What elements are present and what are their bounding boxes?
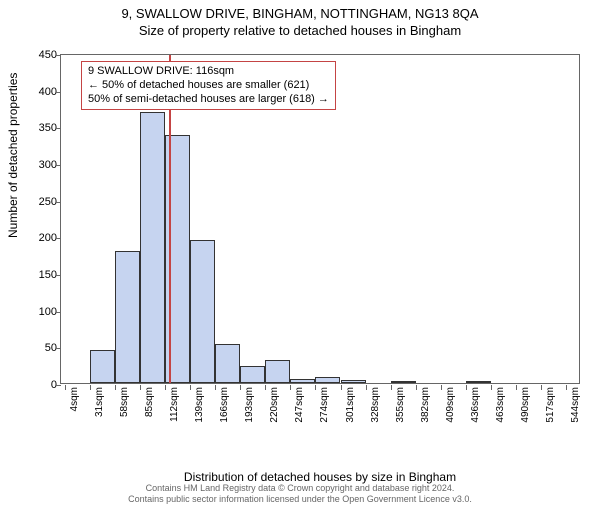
x-tick-mark [290, 385, 291, 390]
plot-region: 0501001502002503003504004504sqm31sqm58sq… [60, 54, 580, 384]
footer-line2: Contains public sector information licen… [0, 494, 600, 504]
y-tick-mark [56, 275, 61, 276]
histogram-bar [341, 380, 366, 383]
x-tick-mark [140, 385, 141, 390]
footer-line1: Contains HM Land Registry data © Crown c… [0, 483, 600, 493]
y-tick-mark [56, 128, 61, 129]
y-tick-mark [56, 238, 61, 239]
x-tick-label: 247sqm [294, 387, 305, 423]
x-tick-label: 382sqm [420, 387, 431, 423]
x-tick-label: 166sqm [219, 387, 230, 423]
chart-area: 0501001502002503003504004504sqm31sqm58sq… [60, 54, 580, 424]
y-tick-mark [56, 165, 61, 166]
x-tick-label: 31sqm [94, 387, 105, 417]
histogram-bar [140, 112, 165, 383]
x-tick-mark [215, 385, 216, 390]
x-tick-label: 193sqm [244, 387, 255, 423]
histogram-bar [215, 344, 240, 383]
y-tick-label: 350 [27, 122, 57, 134]
x-tick-mark [315, 385, 316, 390]
y-tick-mark [56, 92, 61, 93]
x-tick-mark [165, 385, 166, 390]
x-tick-label: 544sqm [570, 387, 581, 423]
histogram-bar [115, 251, 140, 383]
histogram-bar [90, 350, 115, 383]
x-tick-label: 436sqm [470, 387, 481, 423]
y-tick-label: 450 [27, 49, 57, 61]
y-tick-label: 200 [27, 232, 57, 244]
y-tick-mark [56, 348, 61, 349]
x-tick-label: 220sqm [269, 387, 280, 423]
x-tick-mark [441, 385, 442, 390]
x-tick-mark [190, 385, 191, 390]
y-tick-mark [56, 312, 61, 313]
y-tick-mark [56, 385, 61, 386]
x-tick-mark [541, 385, 542, 390]
x-tick-label: 85sqm [144, 387, 155, 417]
y-axis-label: Number of detached properties [6, 73, 20, 238]
chart-footer: Contains HM Land Registry data © Crown c… [0, 483, 600, 504]
x-tick-mark [491, 385, 492, 390]
y-tick-label: 50 [27, 342, 57, 354]
x-tick-label: 409sqm [445, 387, 456, 423]
annotation-line: ← 50% of detached houses are smaller (62… [88, 79, 329, 93]
x-tick-mark [391, 385, 392, 390]
x-tick-mark [65, 385, 66, 390]
annotation-line: 9 SWALLOW DRIVE: 116sqm [88, 65, 329, 79]
x-tick-mark [516, 385, 517, 390]
x-tick-label: 517sqm [545, 387, 556, 423]
histogram-bar [290, 379, 315, 383]
x-tick-mark [265, 385, 266, 390]
y-tick-label: 250 [27, 196, 57, 208]
histogram-bar [265, 360, 290, 383]
y-tick-label: 300 [27, 159, 57, 171]
x-tick-mark [416, 385, 417, 390]
chart-title-sub: Size of property relative to detached ho… [0, 23, 600, 38]
x-tick-label: 490sqm [520, 387, 531, 423]
x-tick-label: 58sqm [119, 387, 130, 417]
histogram-bar [190, 240, 215, 383]
x-tick-label: 463sqm [495, 387, 506, 423]
x-axis-label: Distribution of detached houses by size … [20, 470, 600, 484]
x-tick-mark [466, 385, 467, 390]
x-tick-mark [240, 385, 241, 390]
x-tick-label: 301sqm [345, 387, 356, 423]
y-tick-label: 0 [27, 379, 57, 391]
histogram-bar [240, 366, 265, 383]
y-tick-label: 400 [27, 86, 57, 98]
x-tick-label: 355sqm [395, 387, 406, 423]
histogram-bar [391, 381, 416, 383]
x-tick-mark [366, 385, 367, 390]
x-tick-label: 274sqm [319, 387, 330, 423]
histogram-bar [466, 381, 491, 383]
x-tick-mark [115, 385, 116, 390]
histogram-bar [315, 377, 340, 383]
x-tick-mark [90, 385, 91, 390]
y-tick-label: 150 [27, 269, 57, 281]
x-tick-mark [341, 385, 342, 390]
x-tick-mark [566, 385, 567, 390]
annotation-box: 9 SWALLOW DRIVE: 116sqm← 50% of detached… [81, 61, 336, 110]
annotation-line: 50% of semi-detached houses are larger (… [88, 93, 329, 107]
chart-title-main: 9, SWALLOW DRIVE, BINGHAM, NOTTINGHAM, N… [0, 6, 600, 21]
y-tick-mark [56, 55, 61, 56]
y-tick-label: 100 [27, 306, 57, 318]
x-tick-label: 328sqm [370, 387, 381, 423]
x-tick-label: 139sqm [194, 387, 205, 423]
x-tick-label: 112sqm [169, 387, 180, 422]
y-tick-mark [56, 202, 61, 203]
x-tick-label: 4sqm [69, 387, 80, 411]
